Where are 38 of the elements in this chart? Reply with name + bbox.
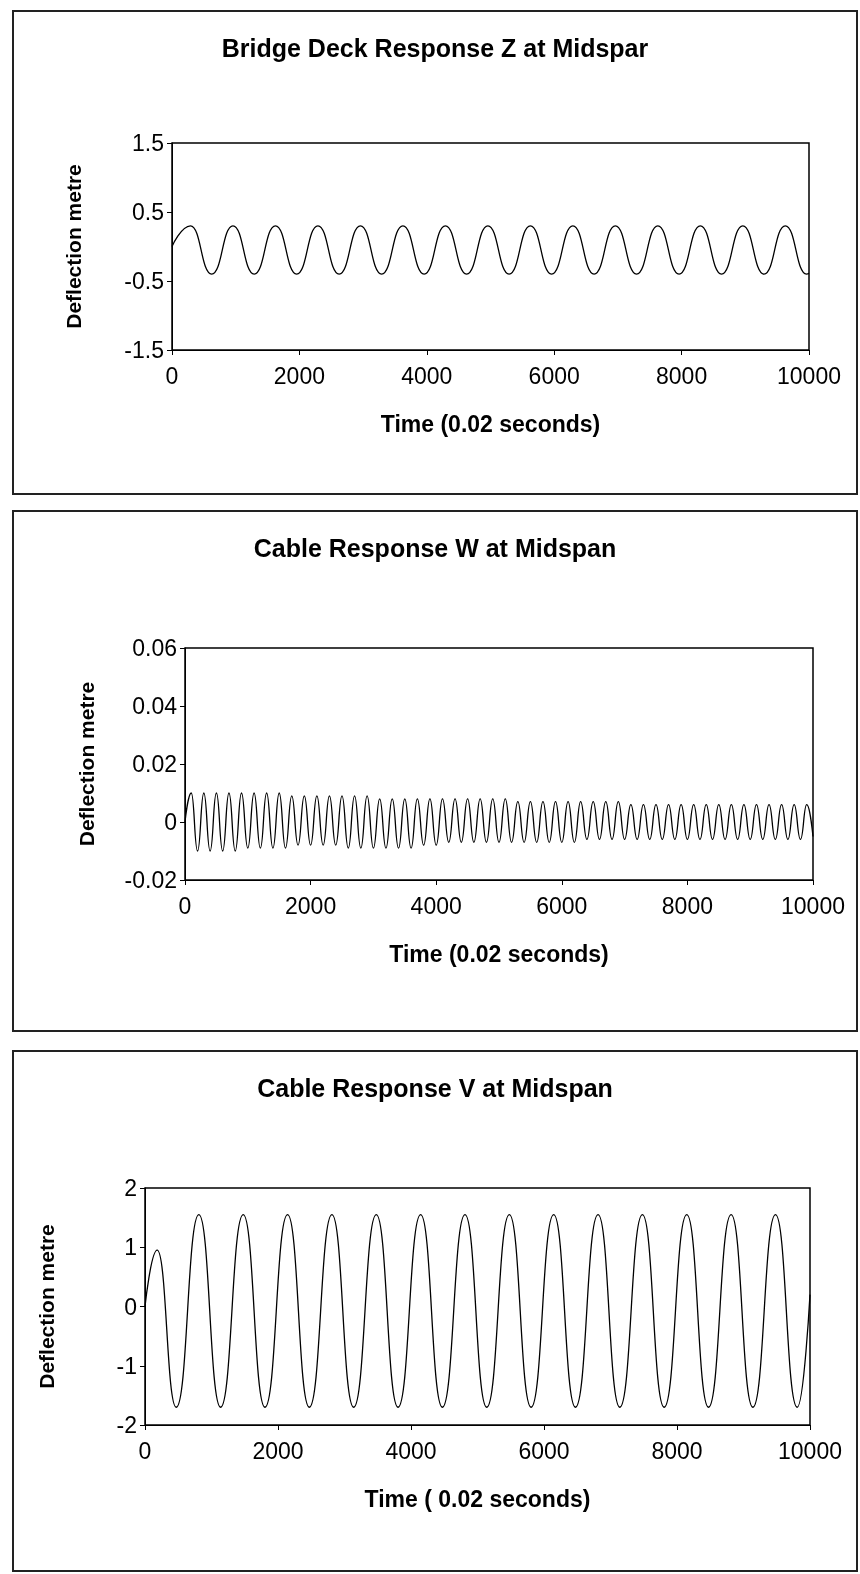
chart-title: Cable Response W at Midspan (253, 533, 617, 562)
x-tick-label: 6000 (528, 362, 580, 389)
x-tick-label: 8000 (656, 362, 708, 389)
x-tick-label: 2000 (273, 362, 325, 389)
x-tick-label: 6000 (518, 1437, 570, 1464)
x-tick-label: 6000 (536, 892, 588, 919)
x-tick-label: 4000 (401, 362, 453, 389)
x-tick-label: 8000 (661, 892, 713, 919)
y-tick-label: 0.06 (132, 635, 177, 661)
y-axis-title: Deflection metre (35, 1224, 58, 1389)
y-tick-label: 1.5 (132, 130, 164, 156)
chart-title: Bridge Deck Response Z at Midspar (221, 33, 649, 62)
y-tick-label: 2 (124, 1175, 137, 1201)
x-tick-label: 10000 (781, 892, 845, 919)
y-tick-label: -2 (116, 1412, 137, 1438)
x-tick-label: 10000 (777, 362, 841, 389)
y-tick-label: 0.5 (132, 199, 164, 225)
x-tick-label: 8000 (651, 1437, 703, 1464)
y-tick-label: 1 (124, 1234, 137, 1261)
y-tick-label: -1 (116, 1352, 137, 1379)
y-tick-label: 0.04 (132, 693, 178, 719)
x-tick-label: 4000 (410, 892, 462, 919)
y-axis-title: Deflection metre (62, 164, 85, 329)
y-axis-title: Deflection metre (75, 681, 98, 847)
y-tick-label: 0.02 (132, 751, 177, 777)
x-axis-title: Time (0.02 seconds) (380, 410, 601, 437)
x-axis-title: Time ( 0.02 seconds) (364, 1485, 591, 1512)
x-tick-label: 4000 (385, 1437, 437, 1464)
y-tick-label: 0 (124, 1293, 137, 1320)
chart-title: Cable Response V at Midspan (257, 1073, 613, 1102)
x-axis-title: Time (0.02 seconds) (389, 940, 609, 967)
y-tick-label: -1.5 (124, 337, 164, 363)
x-tick-label: 2000 (252, 1437, 304, 1464)
y-tick-label: -0.02 (124, 867, 177, 893)
y-tick-label: -0.5 (124, 268, 164, 294)
y-tick-label: 0 (164, 809, 177, 835)
x-tick-label: 2000 (285, 892, 337, 919)
x-tick-label: 10000 (778, 1437, 842, 1464)
